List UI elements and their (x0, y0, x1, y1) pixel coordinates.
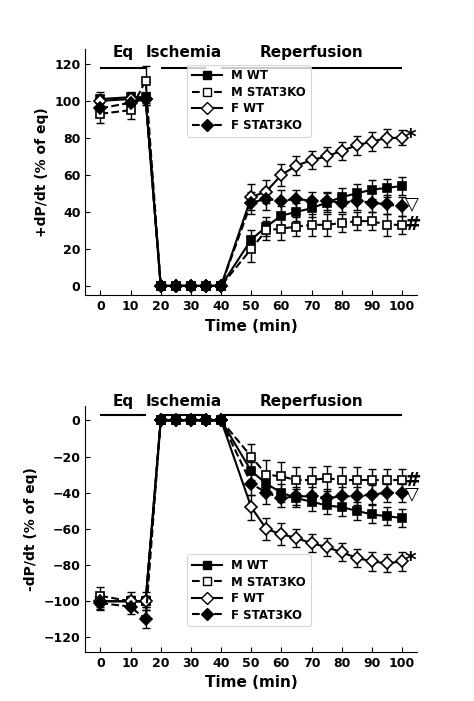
Text: #: # (405, 470, 421, 489)
X-axis label: Time (min): Time (min) (205, 675, 298, 690)
Text: Ischemia: Ischemia (145, 45, 221, 60)
Text: Reperfusion: Reperfusion (260, 45, 364, 60)
Text: ▽: ▽ (405, 486, 419, 503)
Y-axis label: -dP/dt (% of eq): -dP/dt (% of eq) (24, 467, 38, 591)
Text: Eq: Eq (112, 45, 134, 60)
Text: *: * (405, 128, 417, 148)
Legend: M WT, M STAT3KO, F WT, F STAT3KO: M WT, M STAT3KO, F WT, F STAT3KO (187, 554, 310, 626)
Text: ▽: ▽ (405, 196, 419, 214)
Text: #: # (405, 215, 421, 234)
Text: *: * (405, 552, 417, 571)
Legend: M WT, M STAT3KO, F WT, F STAT3KO: M WT, M STAT3KO, F WT, F STAT3KO (187, 64, 310, 137)
Text: Eq: Eq (112, 395, 134, 409)
Text: Reperfusion: Reperfusion (260, 395, 364, 409)
Text: Ischemia: Ischemia (145, 395, 221, 409)
Y-axis label: +dP/dt (% of eq): +dP/dt (% of eq) (35, 107, 49, 237)
X-axis label: Time (min): Time (min) (205, 318, 298, 334)
